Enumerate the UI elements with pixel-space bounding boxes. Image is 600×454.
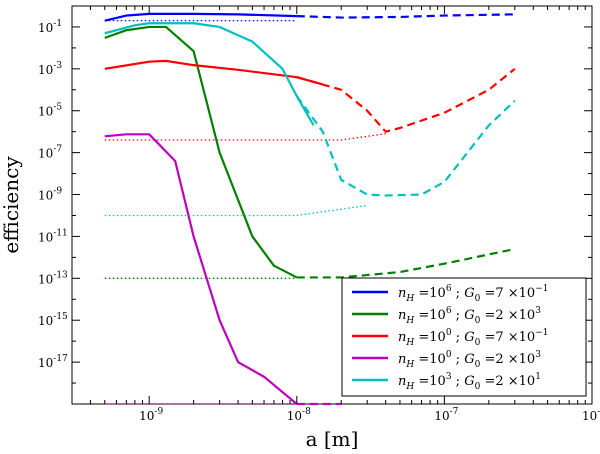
tick-layer: 10-9 10-8 10-7 10-6 10-1 10-3 10-5 10-7 10-9 10-1… <box>38 5 600 423</box>
series-layer <box>104 12 516 406</box>
y-tick-label: 10-5 <box>38 103 62 119</box>
legend-label: nH =106 ; G0 =7 ×10−1 <box>398 284 548 304</box>
x-tick-label: 10-8 <box>287 407 311 423</box>
legend-entry-1: nH =106 ; G0 =7 ×10−1 <box>352 284 548 304</box>
legend-label: nH =100 ; G0 =7 ×10−1 <box>398 328 548 348</box>
series-1-solid-line <box>104 12 297 22</box>
x-tick-label: 10-9 <box>139 407 163 423</box>
legend-entry-4: nH =100 ; G0 =2 ×103 <box>352 350 541 370</box>
x-tick-label: 10-7 <box>434 407 458 423</box>
series-3-dashed-line <box>296 67 516 133</box>
legend-label: nH =100 ; G0 =2 ×103 <box>398 350 541 370</box>
y-tick-label: 10-17 <box>38 354 68 370</box>
series-3-dotted-line <box>104 133 386 141</box>
y-tick-label: 10-3 <box>38 61 62 77</box>
y-tick-label: 10-9 <box>38 187 62 203</box>
series-5-dashed-line <box>295 95 516 197</box>
series-3-solid-line <box>104 59 324 86</box>
legend-entry-2: nH =106 ; G0 =2 ×103 <box>352 306 541 326</box>
y-tick-label: 10-11 <box>38 228 68 244</box>
y-tick-label: 10-15 <box>38 312 68 328</box>
legend-label: nH =103 ; G0 =2 ×101 <box>398 372 541 392</box>
series-1-dashed-line <box>296 13 515 19</box>
x-axis-label: a [m] <box>306 427 359 451</box>
y-tick-label: 10-1 <box>38 19 62 35</box>
legend-label: nH =106 ; G0 =2 ×103 <box>398 306 541 326</box>
legend-entry-5: nH =103 ; G0 =2 ×101 <box>352 372 541 392</box>
series-5-solid-line <box>104 22 315 126</box>
y-tick-label: 10-7 <box>38 145 62 161</box>
series-4-solid-line <box>104 133 298 405</box>
series-2-solid-line <box>104 25 298 279</box>
y-tick-label: 10-13 <box>38 270 68 286</box>
series-5-dotted-line <box>104 204 368 217</box>
x-tick-label: 10-6 <box>582 407 600 423</box>
legend: nH =106 ; G0 =7 ×10−1nH =106 ; G0 =2 ×10… <box>341 277 587 397</box>
y-axis-label: efficiency <box>0 156 23 254</box>
series-2-dashed-line <box>296 247 516 279</box>
legend-entry-3: nH =100 ; G0 =7 ×10−1 <box>352 328 548 348</box>
